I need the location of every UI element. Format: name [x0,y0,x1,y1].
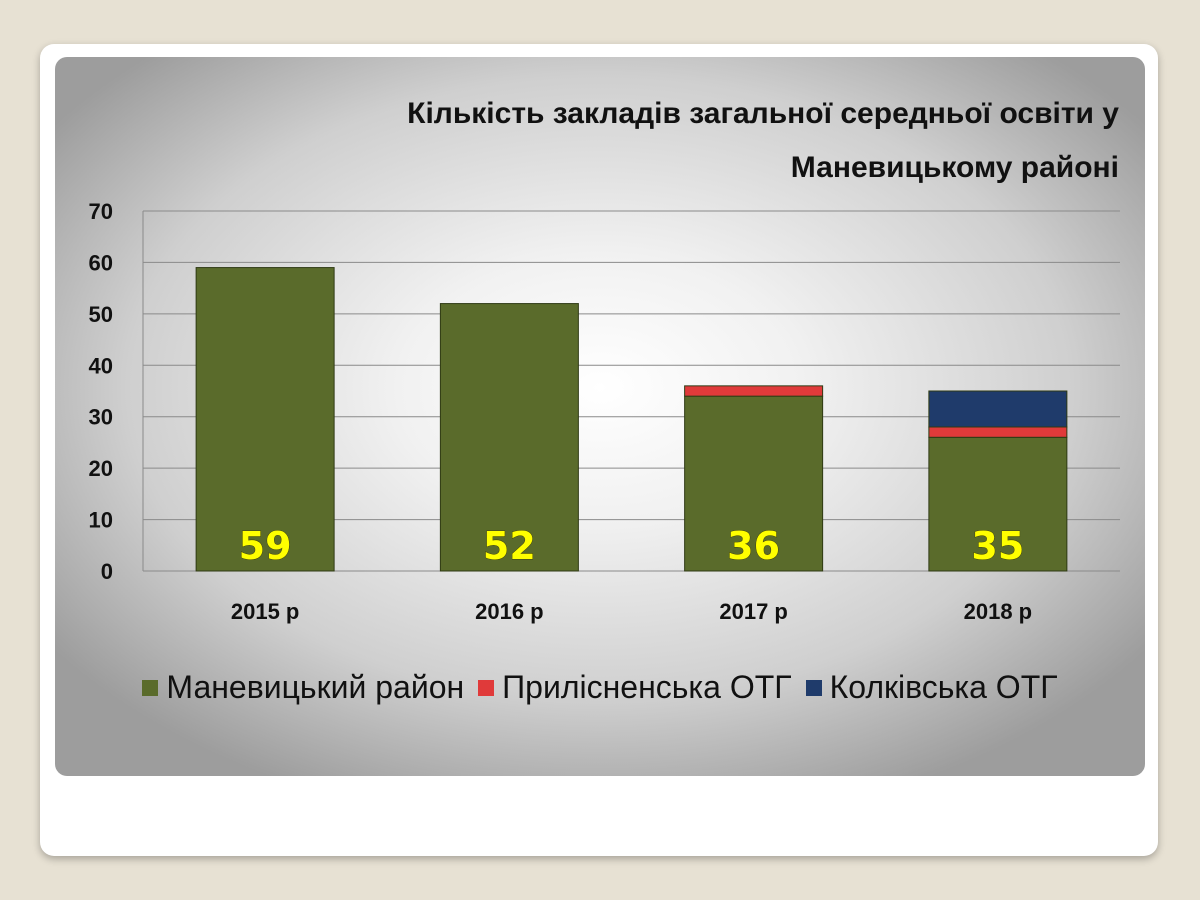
bar-segment [928,436,1068,572]
x-tick-label: 2015 р [231,599,300,624]
bar-segment [195,267,335,572]
x-axis-ticks: 2015 р 2016 р 2017 р 2018 р [231,599,1032,624]
y-tick-label: 40 [89,353,113,378]
y-tick-label: 60 [89,250,113,275]
legend-item-kolkivska: Колківська ОТГ [805,669,1058,706]
legend-label: Маневицький район [166,669,465,705]
y-tick-label: 30 [89,405,113,430]
chart-title: Кількість закладів загальної середньої о… [179,87,1119,195]
legend-label: Колківська ОТГ [829,669,1058,705]
x-tick-label: 2016 р [475,599,544,624]
legend-swatch-icon [805,679,822,696]
chart-title-line-2: Маневицькому районі [790,151,1119,184]
legend: Маневицький район Прилісненська ОТГ Колк… [55,669,1145,706]
chart-title-line-1: Кількість закладів загальної середньої о… [407,97,1119,130]
bar-segment [439,303,579,572]
x-tick-label: 2018 р [964,599,1033,624]
y-tick-label: 20 [89,456,113,481]
bar-segment [928,426,1068,438]
legend-item-manevytskyi: Маневицький район [142,669,464,706]
y-tick-label: 0 [101,559,113,584]
bars [195,267,1068,572]
legend-label: Прилісненська ОТГ [502,669,792,705]
bar-segment [928,390,1068,428]
x-tick-label: 2017 р [719,599,788,624]
data-labels: 59 52 36 35 [238,524,1024,569]
data-label: 59 [239,524,292,568]
data-label: 52 [483,524,536,568]
data-label: 36 [727,524,780,568]
bar-segment [684,385,824,397]
data-label: 35 [971,524,1024,568]
legend-swatch-icon [478,679,495,696]
bar-segment [684,395,824,572]
y-axis-ticks: 0 10 20 30 40 50 60 70 [89,199,113,584]
legend-swatch-icon [142,679,159,696]
y-tick-label: 10 [89,508,113,533]
legend-item-prylisnenska: Прилісненська ОТГ [478,669,792,706]
y-tick-label: 50 [89,302,113,327]
chart-panel: Кількість закладів загальної середньої о… [55,57,1145,776]
y-tick-label: 70 [89,199,113,224]
